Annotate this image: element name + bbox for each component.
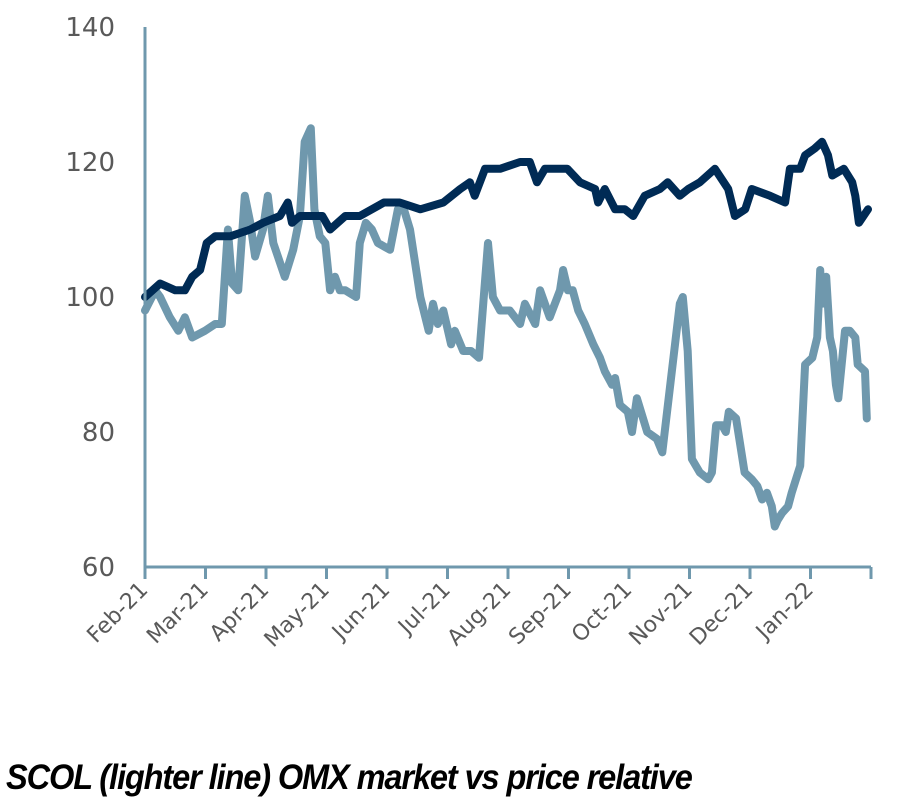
x-tick-label: Mar-21 [142,578,213,649]
x-tick-label: Dec-21 [685,578,758,651]
x-axis-tick-marks [143,567,873,579]
x-tick-label: Jun-21 [326,578,395,647]
x-tick-label: Feb-21 [83,578,154,649]
x-tick-label: Nov-21 [625,578,698,651]
y-tick-label: 100 [65,283,115,313]
x-axis-tick-labels: Feb-21Mar-21Apr-21May-21Jun-21Jul-21Aug-… [83,578,819,653]
y-tick-label: 80 [82,418,115,448]
chart-title: SCOL (lighter line) OMX market vs price … [6,758,693,797]
series-line-scol [141,124,871,531]
x-tick-label: Sep-21 [504,578,576,650]
x-tick-label: May-21 [260,578,335,653]
x-tick-label: Aug-21 [443,578,516,651]
y-tick-label: 60 [82,553,115,583]
y-tick-label: 140 [65,13,115,43]
y-tick-label: 120 [65,148,115,178]
x-tick-label: Oct-21 [567,578,637,648]
series-lines [141,124,872,531]
line-chart: 60 80 100 120 140 Feb-21Mar-21Apr-21May-21Ju… [65,13,873,653]
x-tick-label: Jan-22 [750,578,818,646]
y-axis-tick-labels: 60 80 100 120 140 [65,13,115,583]
series-line-omx-market [141,137,872,301]
